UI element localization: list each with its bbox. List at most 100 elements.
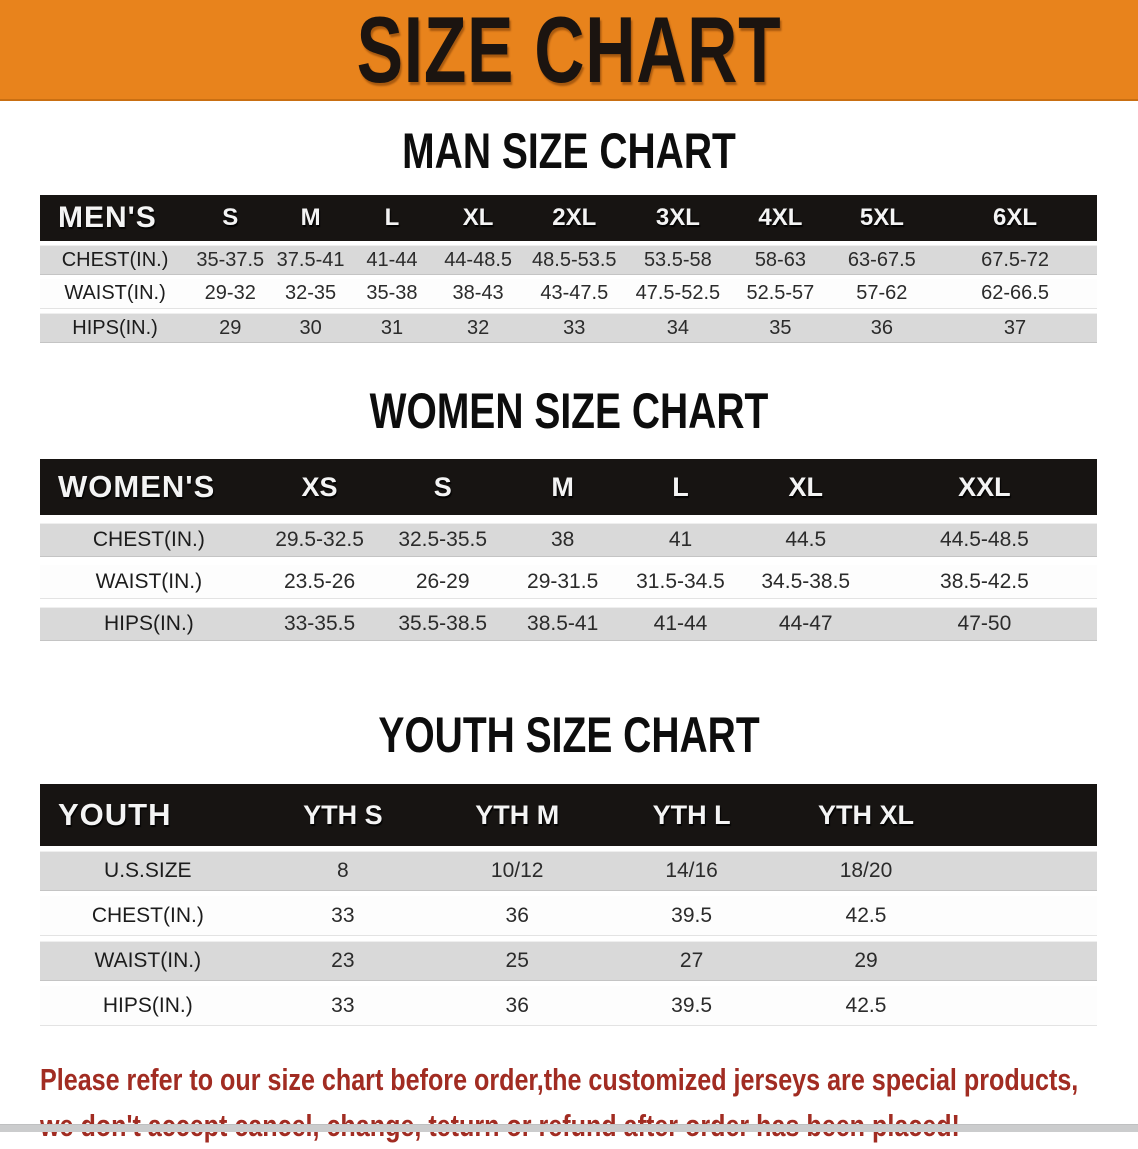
size-value: 38.5-41 [504, 607, 622, 641]
banner-title: SIZE CHART [356, 0, 782, 102]
size-value: 39.5 [604, 896, 779, 936]
size-value: 34 [625, 313, 731, 343]
women-size-table: WOMEN'S XS S M L XL XXL CHEST(IN.) 29.5-32.5 32.… [40, 451, 1097, 649]
table-row: WAIST(IN.) 23.5-26 26-29 29-31.5 31.5-34.5 34… [40, 565, 1097, 599]
row-label: HIPS(IN.) [40, 313, 191, 343]
size-value: 35-37.5 [190, 245, 271, 275]
size-value: 29 [778, 941, 954, 981]
size-value: 31 [350, 313, 434, 343]
size-value: 31.5-34.5 [621, 565, 740, 599]
size-column-header: XL [739, 459, 872, 515]
size-value: 42.5 [778, 986, 954, 1026]
spacer-cell [953, 896, 1097, 936]
row-label: HIPS(IN.) [40, 607, 258, 641]
size-value: 10/12 [430, 851, 605, 891]
size-value: 57-62 [830, 279, 934, 309]
size-value: 29.5-32.5 [257, 523, 382, 557]
size-value: 8 [255, 851, 431, 891]
size-value: 42.5 [778, 896, 954, 936]
size-column-header: 2XL [523, 195, 626, 241]
table-corner-label: YOUTH [40, 784, 256, 846]
size-column-header: L [350, 195, 434, 241]
size-value: 44.5 [739, 523, 872, 557]
spacer-cell [953, 941, 1097, 981]
size-column-header: YTH M [430, 784, 605, 846]
size-value: 29 [190, 313, 271, 343]
row-label: CHEST(IN.) [40, 245, 191, 275]
size-value: 30 [270, 313, 351, 343]
size-value: 67.5-72 [933, 245, 1097, 275]
table-corner-label: MEN'S [40, 195, 191, 241]
size-value: 43-47.5 [523, 279, 626, 309]
size-value: 35 [730, 313, 831, 343]
size-value: 32.5-35.5 [381, 523, 504, 557]
size-value: 41 [621, 523, 740, 557]
table-row: CHEST(IN.) 29.5-32.5 32.5-35.5 38 41 44.5 44.5… [40, 523, 1097, 557]
size-value: 25 [430, 941, 605, 981]
row-label: CHEST(IN.) [40, 523, 258, 557]
size-value: 38-43 [433, 279, 524, 309]
size-column-header: M [504, 459, 622, 515]
size-column-header: 4XL [730, 195, 831, 241]
spacer-cell [953, 851, 1097, 891]
size-value: 33 [523, 313, 626, 343]
size-column-header: S [190, 195, 271, 241]
size-value: 29-32 [190, 279, 271, 309]
size-column-header: 5XL [830, 195, 934, 241]
row-label: WAIST(IN.) [40, 941, 256, 981]
bottom-divider [0, 1124, 1138, 1132]
size-value: 41-44 [621, 607, 740, 641]
size-column-header: YTH L [604, 784, 779, 846]
size-column-header: L [621, 459, 740, 515]
size-chart-banner: SIZE CHART [0, 0, 1138, 101]
youth-size-section: YOUTH SIZE CHART YOUTH YTH S YTH M YTH L YTH… [0, 707, 1138, 1031]
size-column-header: XXL [871, 459, 1097, 515]
table-row: HIPS(IN.) 29 30 31 32 33 34 35 36 37 [40, 313, 1097, 343]
women-size-section: WOMEN SIZE CHART WOMEN'S XS S M L XL XXL CHEST… [0, 386, 1138, 649]
size-value: 58-63 [730, 245, 831, 275]
size-value: 36 [430, 896, 605, 936]
size-value: 35-38 [350, 279, 434, 309]
size-column-header: YTH XL [778, 784, 954, 846]
size-value: 29-31.5 [504, 565, 622, 599]
youth-size-table: YOUTH YTH S YTH M YTH L YTH XL U.S.SIZE 8 10/1… [40, 779, 1097, 1031]
size-value: 36 [830, 313, 934, 343]
table-header-row: MEN'S S M L XL 2XL 3XL 4XL 5XL 6XL [40, 195, 1097, 241]
spacer-cell [953, 784, 1097, 846]
men-size-section: MAN SIZE CHART MEN'S S M L XL 2XL 3XL 4XL 5XL 6XL… [0, 126, 1138, 347]
youth-chart-heading: YOUTH SIZE CHART [378, 707, 760, 763]
size-value: 47-50 [871, 607, 1097, 641]
table-row: HIPS(IN.) 33-35.5 35.5-38.5 38.5-41 41-44 44-… [40, 607, 1097, 641]
row-label: HIPS(IN.) [40, 986, 256, 1026]
men-size-table: MEN'S S M L XL 2XL 3XL 4XL 5XL 6XL CHEST(IN.) 35-3… [40, 191, 1097, 347]
table-row: WAIST(IN.) 23 25 27 29 [40, 941, 1097, 981]
size-value: 18/20 [778, 851, 954, 891]
spacer-cell [953, 986, 1097, 1026]
row-label: U.S.SIZE [40, 851, 256, 891]
row-label: CHEST(IN.) [40, 896, 256, 936]
size-value: 23 [255, 941, 431, 981]
size-value: 35.5-38.5 [381, 607, 504, 641]
table-corner-label: WOMEN'S [40, 459, 258, 515]
size-value: 48.5-53.5 [523, 245, 626, 275]
size-value: 33-35.5 [257, 607, 382, 641]
size-value: 33 [255, 896, 431, 936]
table-row: CHEST(IN.) 35-37.5 37.5-41 41-44 44-48.5 48.5… [40, 245, 1097, 275]
size-value: 34.5-38.5 [739, 565, 872, 599]
size-value: 37.5-41 [270, 245, 351, 275]
size-value: 62-66.5 [933, 279, 1097, 309]
size-column-header: S [381, 459, 504, 515]
disclaimer-text: Please refer to our size chart before or… [40, 1057, 1117, 1149]
row-label: WAIST(IN.) [40, 565, 258, 599]
size-value: 36 [430, 986, 605, 1026]
size-column-header: 6XL [933, 195, 1097, 241]
size-value: 33 [255, 986, 431, 1026]
size-value: 44-47 [739, 607, 872, 641]
size-value: 27 [604, 941, 779, 981]
size-value: 32 [433, 313, 524, 343]
size-column-header: XS [257, 459, 382, 515]
size-value: 38 [504, 523, 622, 557]
size-column-header: XL [433, 195, 524, 241]
size-value: 47.5-52.5 [625, 279, 731, 309]
table-row: WAIST(IN.) 29-32 32-35 35-38 38-43 43-47.5 47.… [40, 279, 1097, 309]
